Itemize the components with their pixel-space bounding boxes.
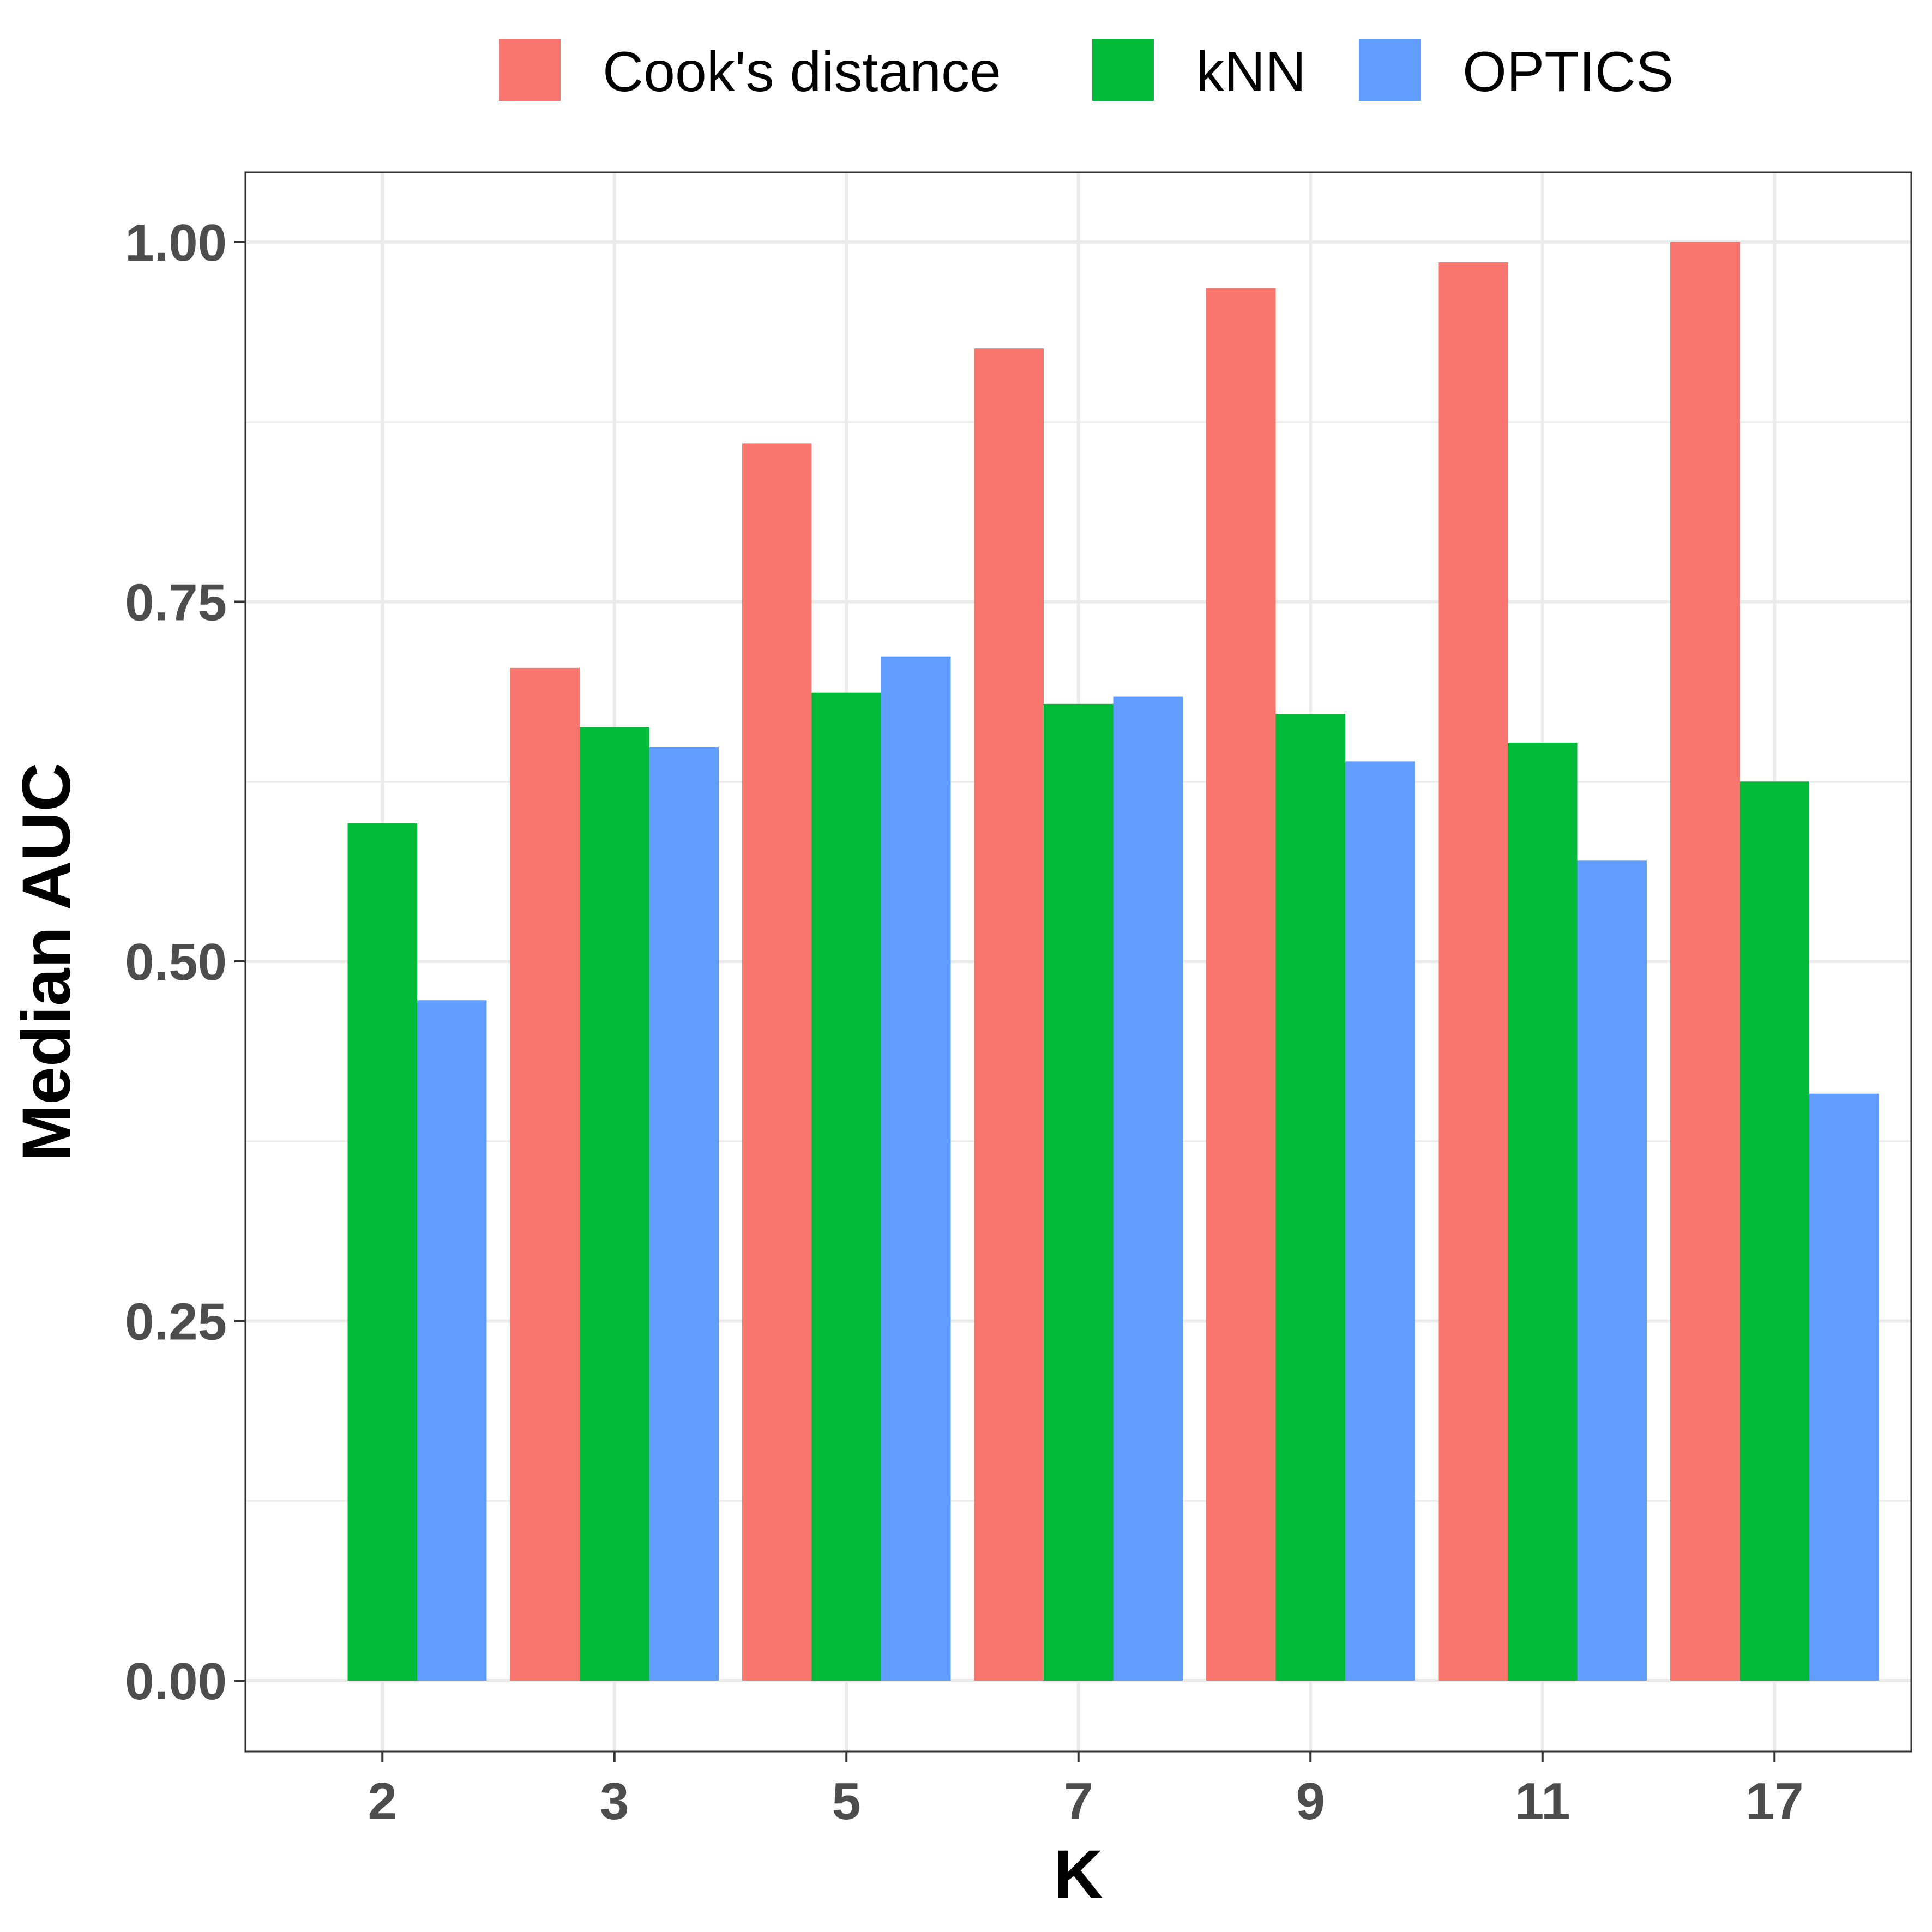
legend-key [499, 39, 561, 101]
bar [1113, 696, 1183, 1681]
x-tick-label: 2 [368, 1772, 397, 1831]
bar [974, 348, 1044, 1681]
bar [1670, 242, 1740, 1681]
x-tick-label: 3 [600, 1772, 629, 1831]
bar [1275, 714, 1345, 1681]
bar [417, 1000, 487, 1681]
bar [510, 667, 580, 1681]
bar [811, 692, 881, 1681]
legend-label: Cook's distance [603, 40, 1001, 104]
y-tick-label: 0.75 [125, 574, 227, 632]
y-tick-label: 0.50 [125, 933, 227, 991]
y-tick-label: 0.25 [125, 1293, 227, 1351]
x-axis-title: K [1054, 1837, 1103, 1912]
bar [1206, 288, 1276, 1681]
x-tick-label: 9 [1296, 1772, 1325, 1831]
legend: Cook's distance kNN OPTICS [499, 39, 1674, 104]
bar [347, 823, 417, 1681]
x-axis: 2 3 5 7 9 11 17 [368, 1752, 1804, 1831]
y-axis: 0.00 0.25 0.50 0.75 1.00 [125, 214, 245, 1711]
legend-label: OPTICS [1462, 40, 1674, 104]
legend-label: kNN [1196, 40, 1306, 104]
bar [1809, 1093, 1879, 1681]
x-tick-label: 7 [1064, 1772, 1093, 1831]
bar [1438, 262, 1508, 1681]
bar [580, 727, 649, 1681]
legend-key [1092, 39, 1154, 101]
bar [649, 747, 719, 1681]
y-tick-label: 1.00 [125, 214, 227, 272]
y-axis-title: Median AUC [9, 762, 85, 1161]
bar [1345, 761, 1415, 1681]
x-tick-label: 5 [832, 1772, 861, 1831]
x-tick-label: 11 [1515, 1772, 1570, 1831]
bar [1044, 703, 1114, 1681]
bar [1740, 781, 1809, 1681]
bar [1577, 860, 1647, 1681]
x-tick-label: 17 [1746, 1772, 1804, 1831]
bars [347, 242, 1879, 1681]
legend-key [1359, 39, 1421, 101]
bar [1508, 743, 1578, 1681]
y-tick-label: 0.00 [125, 1652, 227, 1711]
bar [742, 443, 812, 1681]
bar [881, 656, 951, 1681]
